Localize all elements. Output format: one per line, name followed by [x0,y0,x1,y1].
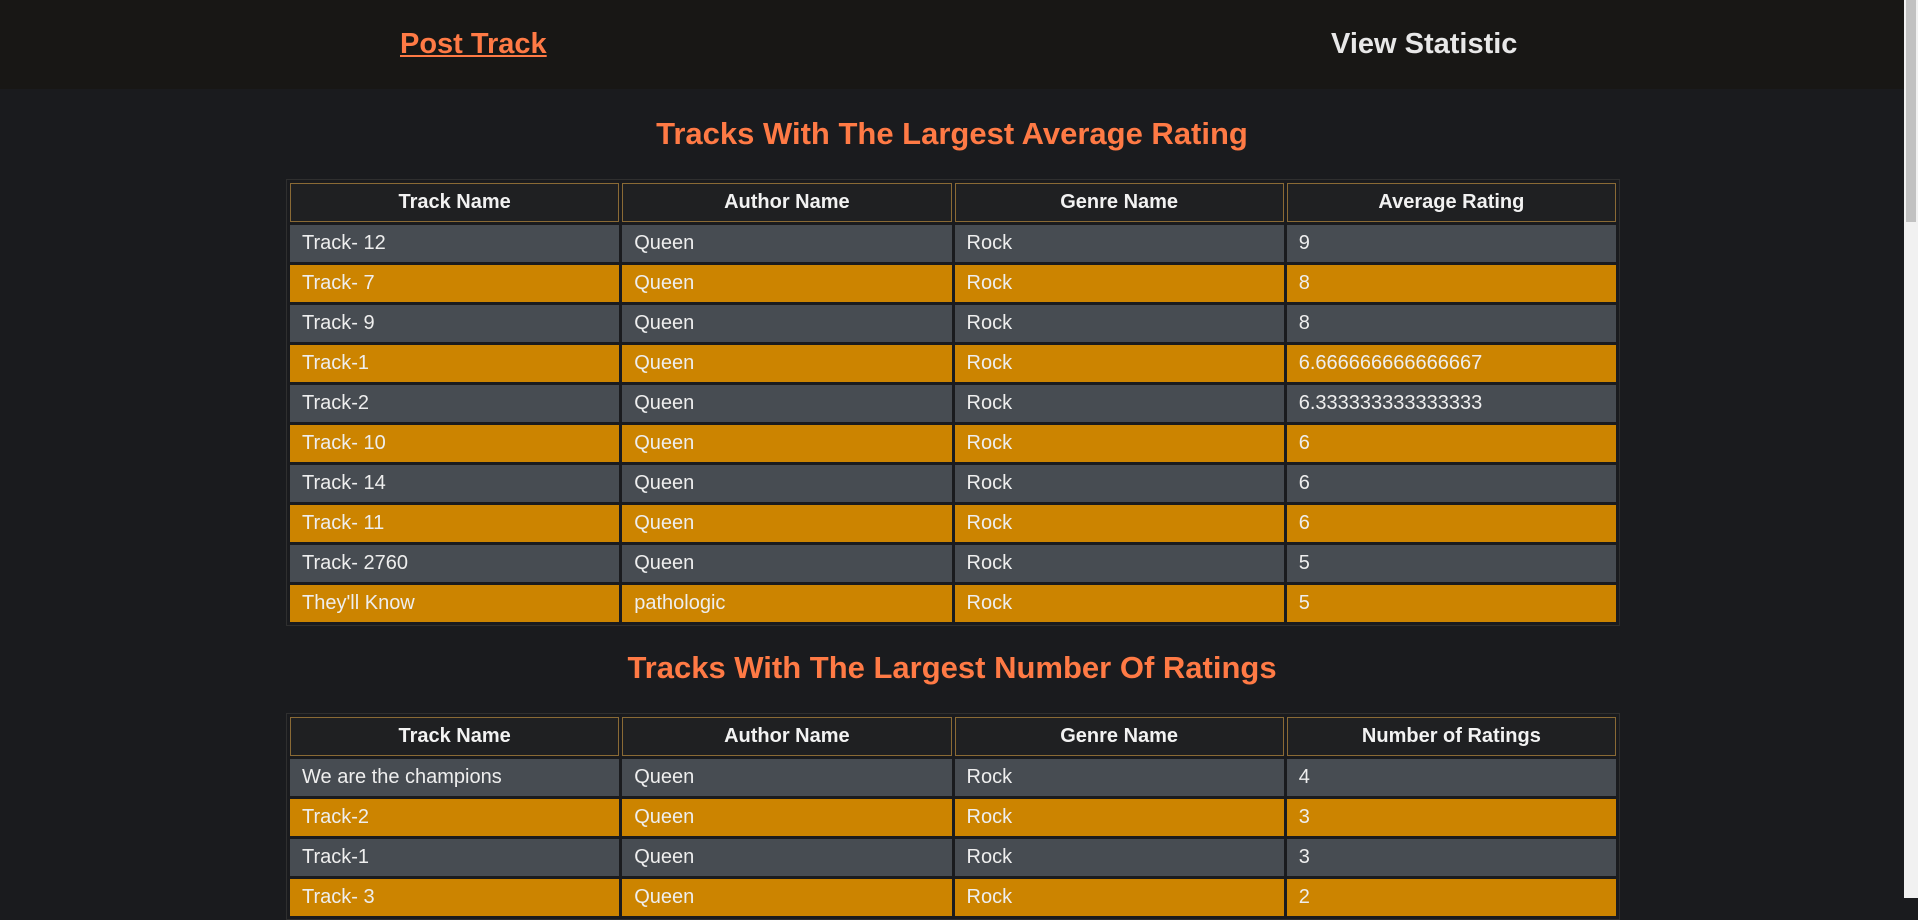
track-name-cell: Track-1 [290,839,620,876]
number-of-ratings-cell: 3 [1286,799,1616,836]
track-name-cell: They'll Know [290,585,620,622]
genre-name-cell: Rock [954,839,1284,876]
track-name-cell: Track-2 [290,799,620,836]
average-rating-title: Tracks With The Largest Average Rating [656,116,1248,151]
table-row: Track- 14 Queen Rock 6 [290,465,1616,502]
number-of-ratings-cell: 3 [1286,839,1616,876]
track-name-cell: Track- 12 [290,225,620,262]
genre-name-cell: Rock [954,465,1284,502]
number-of-ratings-table: Track Name Author Name Genre Name Number… [286,713,1620,920]
average-rating-cell: 5 [1286,585,1616,622]
track-name-cell: Track- 10 [290,425,620,462]
column-header: Genre Name [954,183,1284,222]
table-row: Track-2 Queen Rock 3 [290,799,1616,836]
author-name-cell: Queen [622,305,952,342]
author-name-cell: Queen [622,465,952,502]
table-row: Track- 12 Queen Rock 9 [290,225,1616,262]
average-rating-cell: 9 [1286,225,1616,262]
average-rating-cell: 6 [1286,425,1616,462]
vertical-scrollbar[interactable] [1904,0,1918,898]
genre-name-cell: Rock [954,799,1284,836]
genre-name-cell: Rock [954,425,1284,462]
genre-name-cell: Rock [954,305,1284,342]
track-name-cell: Track- 11 [290,505,620,542]
author-name-cell: Queen [622,799,952,836]
table-row: Track- 11 Queen Rock 6 [290,505,1616,542]
nav-post-track-link[interactable]: Post Track [400,28,547,60]
author-name-cell: Queen [622,225,952,262]
average-rating-cell: 6.333333333333333 [1286,385,1616,422]
track-name-cell: Track-1 [290,345,620,382]
average-rating-cell: 6.666666666666667 [1286,345,1616,382]
genre-name-cell: Rock [954,345,1284,382]
column-header: Average Rating [1286,183,1616,222]
column-header: Track Name [290,183,620,222]
genre-name-cell: Rock [954,225,1284,262]
author-name-cell: Queen [622,545,952,582]
average-rating-cell: 8 [1286,305,1616,342]
average-rating-cell: 5 [1286,545,1616,582]
scrollbar-thumb[interactable] [1906,0,1916,222]
track-name-cell: Track- 7 [290,265,620,302]
track-name-cell: Track-2 [290,385,620,422]
top-nav: Post Track View Statistic [0,0,1904,89]
author-name-cell: Queen [622,759,952,796]
author-name-cell: Queen [622,839,952,876]
table-row: Track- 7 Queen Rock 8 [290,265,1616,302]
table-row: Track- 10 Queen Rock 6 [290,425,1616,462]
genre-name-cell: Rock [954,585,1284,622]
table-row: Track- 9 Queen Rock 8 [290,305,1616,342]
author-name-cell: Queen [622,505,952,542]
table-row: We are the champions Queen Rock 4 [290,759,1616,796]
column-header: Author Name [622,717,952,756]
average-rating-cell: 6 [1286,505,1616,542]
track-name-cell: Track- 14 [290,465,620,502]
table-header-row: Track Name Author Name Genre Name Averag… [290,183,1616,222]
average-rating-table: Track Name Author Name Genre Name Averag… [286,179,1620,626]
genre-name-cell: Rock [954,759,1284,796]
genre-name-cell: Rock [954,265,1284,302]
table-row: Track-1 Queen Rock 6.666666666666667 [290,345,1616,382]
column-header: Author Name [622,183,952,222]
track-name-cell: Track- 9 [290,305,620,342]
average-rating-cell: 8 [1286,265,1616,302]
table-row: Track- 2760 Queen Rock 5 [290,545,1616,582]
genre-name-cell: Rock [954,505,1284,542]
table-row: They'll Know pathologic Rock 5 [290,585,1616,622]
number-of-ratings-cell: 4 [1286,759,1616,796]
table-row: Track-1 Queen Rock 3 [290,839,1616,876]
author-name-cell: Queen [622,385,952,422]
genre-name-cell: Rock [954,385,1284,422]
nav-view-statistic-link[interactable]: View Statistic [1331,28,1518,60]
track-name-cell: We are the champions [290,759,620,796]
table-header-row: Track Name Author Name Genre Name Number… [290,717,1616,756]
table-row: Track-2 Queen Rock 6.333333333333333 [290,385,1616,422]
author-name-cell: pathologic [622,585,952,622]
number-of-ratings-title: Tracks With The Largest Number Of Rating… [627,650,1277,685]
author-name-cell: Queen [622,265,952,302]
author-name-cell: Queen [622,425,952,462]
track-name-cell: Track- 2760 [290,545,620,582]
column-header: Number of Ratings [1286,717,1616,756]
author-name-cell: Queen [622,345,952,382]
column-header: Genre Name [954,717,1284,756]
column-header: Track Name [290,717,620,756]
genre-name-cell: Rock [954,545,1284,582]
average-rating-cell: 6 [1286,465,1616,502]
